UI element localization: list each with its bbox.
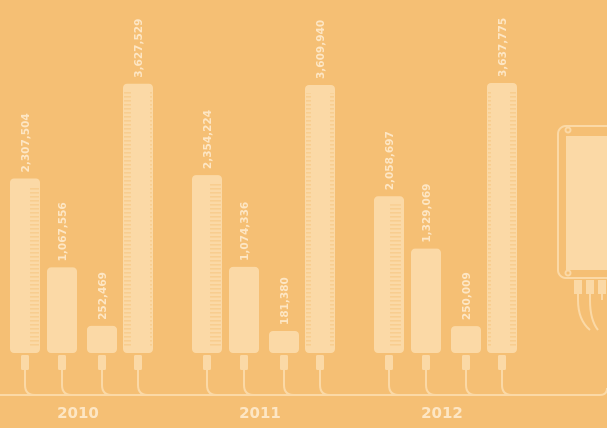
value-label: 2,354,224 [202, 110, 214, 169]
bar-stripes [124, 91, 152, 347]
plug-wire [388, 370, 400, 396]
plug-wire [319, 370, 331, 396]
plug [240, 355, 248, 370]
plug [203, 355, 211, 370]
plug [280, 355, 288, 370]
year-label: 2010 [57, 404, 99, 422]
value-label: 250,009 [461, 272, 473, 320]
bar [47, 267, 77, 353]
plug [385, 355, 393, 370]
plug-wire [24, 370, 36, 396]
plug-wire [283, 370, 295, 396]
bar-stripes [488, 91, 516, 347]
bar [451, 326, 481, 353]
plug [422, 355, 430, 370]
value-label: 3,637,775 [497, 18, 509, 77]
bar [411, 248, 441, 353]
bar-stripes [11, 186, 39, 347]
plug [134, 355, 142, 370]
value-label: 252,469 [97, 272, 109, 320]
bar-stripes [193, 183, 221, 347]
bar-stripes [306, 92, 334, 347]
value-label: 1,067,556 [57, 202, 69, 261]
plug-wire [206, 370, 218, 396]
plug-wire [465, 370, 477, 396]
value-label: 1,329,069 [421, 184, 433, 243]
bar-stripes [375, 204, 403, 347]
bar [229, 266, 259, 353]
value-label: 181,380 [279, 277, 291, 325]
plug-wire [425, 370, 437, 396]
plug-wire [101, 370, 113, 396]
plug-wire [137, 370, 149, 396]
plug [316, 355, 324, 370]
plug-wire [243, 370, 255, 396]
plug [58, 355, 66, 370]
plug-wire [501, 370, 513, 396]
plug [462, 355, 470, 370]
plug [98, 355, 106, 370]
year-label: 2012 [421, 404, 463, 422]
device [557, 125, 607, 331]
plug [498, 355, 506, 370]
value-label: 1,074,336 [239, 202, 251, 261]
plug [21, 355, 29, 370]
value-label: 3,627,529 [133, 19, 145, 78]
value-label: 2,307,504 [20, 113, 32, 172]
year-label: 2011 [239, 404, 281, 422]
bar [87, 325, 117, 353]
bar [269, 330, 299, 353]
value-label: 3,609,940 [315, 20, 327, 79]
plug-wire [61, 370, 73, 396]
value-label: 2,058,697 [384, 131, 396, 190]
